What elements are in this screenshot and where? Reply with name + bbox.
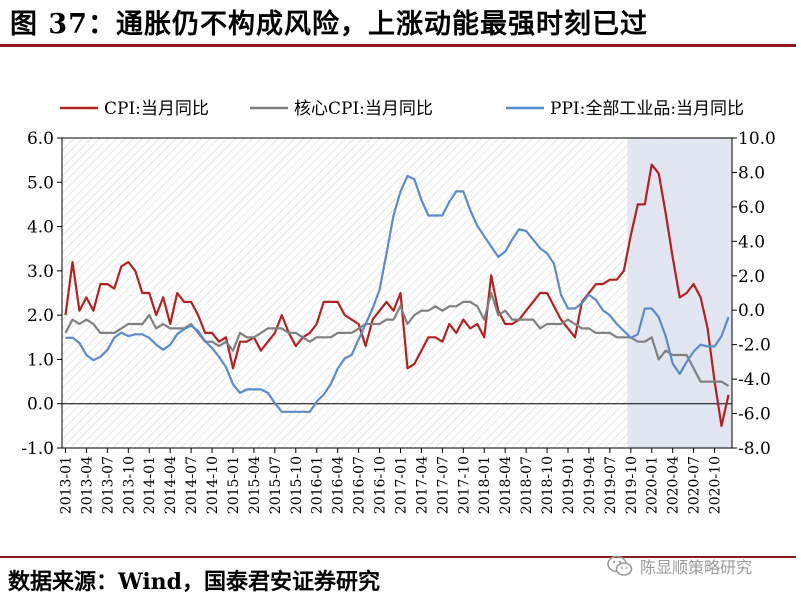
x-tick-label: 2020-04	[666, 456, 682, 514]
chart-axes: 6.0 5.0 4.0 3.0 2.0 1.0 0.0 -1.0 10.0 8.0 6.0 4.0 2.…	[21, 129, 776, 514]
y-right-tick-label: 6.0	[738, 198, 765, 218]
x-tick-label: 2019-04	[582, 456, 598, 514]
series-line-3	[65, 174, 730, 413]
y-left-tick-label: -1.0	[21, 439, 54, 459]
x-tick-label: 2013-07	[100, 456, 116, 514]
y-left-tick-label: 5.0	[27, 173, 54, 193]
x-tick-label: 2017-07	[435, 456, 451, 514]
footer-divider	[0, 556, 796, 558]
x-tick-label: 2018-04	[498, 456, 514, 514]
y-right-tick-label: 2.0	[738, 267, 765, 287]
plot-background	[62, 138, 732, 448]
x-tick-label: 2018-10	[540, 456, 556, 514]
figure-title: 图 37：通胀仍不构成风险，上涨动能最强时刻已过	[10, 9, 648, 40]
y-right-tick-label: 10.0	[738, 129, 776, 149]
y-left-tick-label: 6.0	[27, 129, 54, 149]
y-right-tick-label: -8.0	[738, 439, 771, 459]
x-tick-label: 2018-01	[477, 456, 493, 514]
watermark: 陈显顺策略研究	[606, 552, 752, 580]
x-tick-label: 2015-01	[226, 456, 242, 514]
x-tick-label: 2017-01	[393, 456, 409, 514]
x-tick-label: 2017-10	[456, 456, 472, 514]
data-source-note: 数据来源：Wind，国泰君安证券研究	[8, 569, 381, 595]
chart-legend: CPI:当月同比 核心CPI:当月同比 PPI:全部工业品:当月同比	[60, 99, 744, 119]
y-right-tick-label: 0.0	[738, 301, 765, 321]
legend-label-2: 核心CPI:当月同比	[294, 99, 433, 119]
plot-frame	[61, 137, 733, 449]
series-line-1	[64, 163, 730, 427]
x-tick-label: 2018-07	[519, 456, 535, 514]
x-tick-label: 2016-01	[310, 456, 326, 514]
y-left-tick-label: 4.0	[27, 218, 54, 238]
y-right-tick-label: 4.0	[738, 232, 765, 252]
x-tick-label: 2013-01	[58, 456, 74, 514]
x-tick-label: 2016-04	[331, 456, 347, 514]
wechat-icon	[607, 555, 633, 576]
x-tick-label: 2016-10	[373, 456, 389, 514]
y-right-tick-label: -2.0	[738, 336, 771, 356]
x-tick-label: 2020-10	[708, 456, 724, 514]
figure-header: 图 37：通胀仍不构成风险，上涨动能最强时刻已过	[0, 0, 796, 44]
title-divider	[0, 44, 796, 47]
x-tick-label: 2014-10	[205, 456, 221, 514]
legend-label-3: PPI:全部工业品:当月同比	[550, 99, 744, 119]
x-tick-label: 2020-01	[645, 456, 661, 514]
x-tick-label: 2020-07	[687, 456, 703, 514]
y-left-tick-label: 0.0	[27, 395, 54, 415]
x-tick-label: 2013-04	[79, 456, 95, 514]
watermark-text: 陈显顺策略研究	[640, 558, 753, 577]
y-right-tick-label: 8.0	[738, 163, 765, 183]
y-right-tick-label: -4.0	[738, 370, 771, 390]
x-tick-label: 2015-10	[289, 456, 305, 514]
x-tick-label: 2014-01	[142, 456, 158, 514]
cpi-ppi-line-chart: CPI:当月同比 核心CPI:当月同比 PPI:全部工业品:当月同比 6.0 5.0 4…	[21, 99, 776, 514]
x-tick-label: 2015-07	[268, 456, 284, 514]
x-tick-label: 2013-10	[121, 456, 137, 514]
x-tick-label: 2014-04	[163, 456, 179, 514]
x-tick-label: 2014-07	[184, 456, 200, 514]
x-tick-label: 2019-10	[624, 456, 640, 514]
x-tick-label: 2015-04	[247, 456, 263, 514]
x-tick-label: 2017-04	[414, 456, 430, 514]
series-line-2	[64, 291, 730, 387]
y-left-tick-label: 3.0	[27, 262, 54, 282]
x-tick-label: 2019-01	[561, 456, 577, 514]
y-left-tick-label: 2.0	[27, 306, 54, 326]
x-tick-label: 2016-07	[352, 456, 368, 514]
legend-label-1: CPI:当月同比	[104, 99, 209, 119]
y-left-tick-label: 1.0	[27, 350, 54, 370]
x-tick-label: 2019-07	[603, 456, 619, 514]
plot-area	[62, 138, 732, 448]
y-right-tick-label: -6.0	[738, 405, 771, 425]
